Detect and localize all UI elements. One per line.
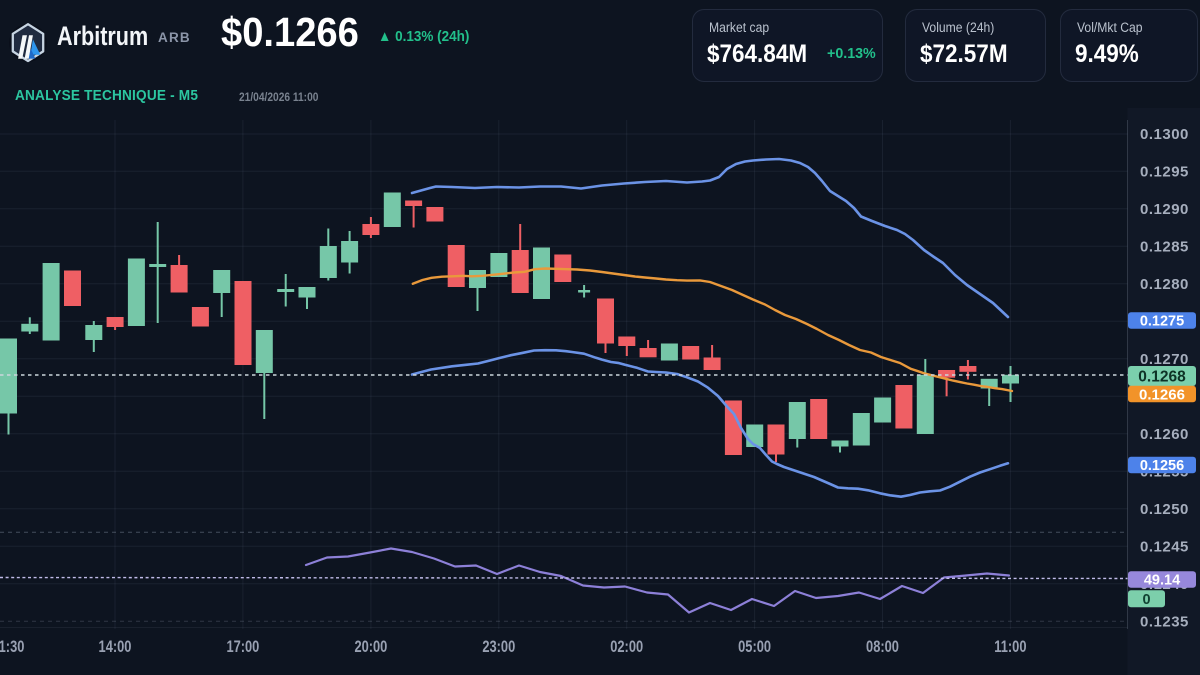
svg-text:11:00: 11:00 (994, 639, 1026, 657)
svg-text:0.1235: 0.1235 (1140, 613, 1189, 630)
svg-text:0.1250: 0.1250 (1140, 501, 1189, 518)
svg-text:0.1275: 0.1275 (1140, 314, 1184, 330)
svg-text:0.1285: 0.1285 (1140, 238, 1189, 255)
svg-text:08:00: 08:00 (866, 639, 899, 657)
svg-text:0.1290: 0.1290 (1140, 201, 1189, 218)
svg-text:0: 0 (1142, 592, 1150, 608)
svg-text:17:00: 17:00 (226, 639, 259, 657)
svg-text:0.1266: 0.1266 (1139, 386, 1185, 403)
svg-text:0.1260: 0.1260 (1140, 426, 1189, 443)
svg-text:0.1295: 0.1295 (1140, 163, 1189, 180)
svg-text:23:00: 23:00 (482, 639, 515, 657)
svg-text:05:00: 05:00 (738, 639, 771, 657)
svg-text:20:00: 20:00 (354, 639, 387, 657)
svg-text:0.1280: 0.1280 (1140, 276, 1189, 293)
svg-text:0.1270: 0.1270 (1140, 351, 1189, 368)
svg-text:49.14: 49.14 (1144, 573, 1180, 589)
svg-text:0.1245: 0.1245 (1140, 538, 1189, 555)
svg-text:0.1300: 0.1300 (1140, 126, 1189, 143)
svg-text:0.1256: 0.1256 (1140, 458, 1184, 474)
svg-text:11:30: 11:30 (0, 639, 24, 657)
svg-text:02:00: 02:00 (610, 639, 643, 657)
svg-text:14:00: 14:00 (99, 639, 132, 657)
svg-text:0.1268: 0.1268 (1138, 369, 1186, 386)
